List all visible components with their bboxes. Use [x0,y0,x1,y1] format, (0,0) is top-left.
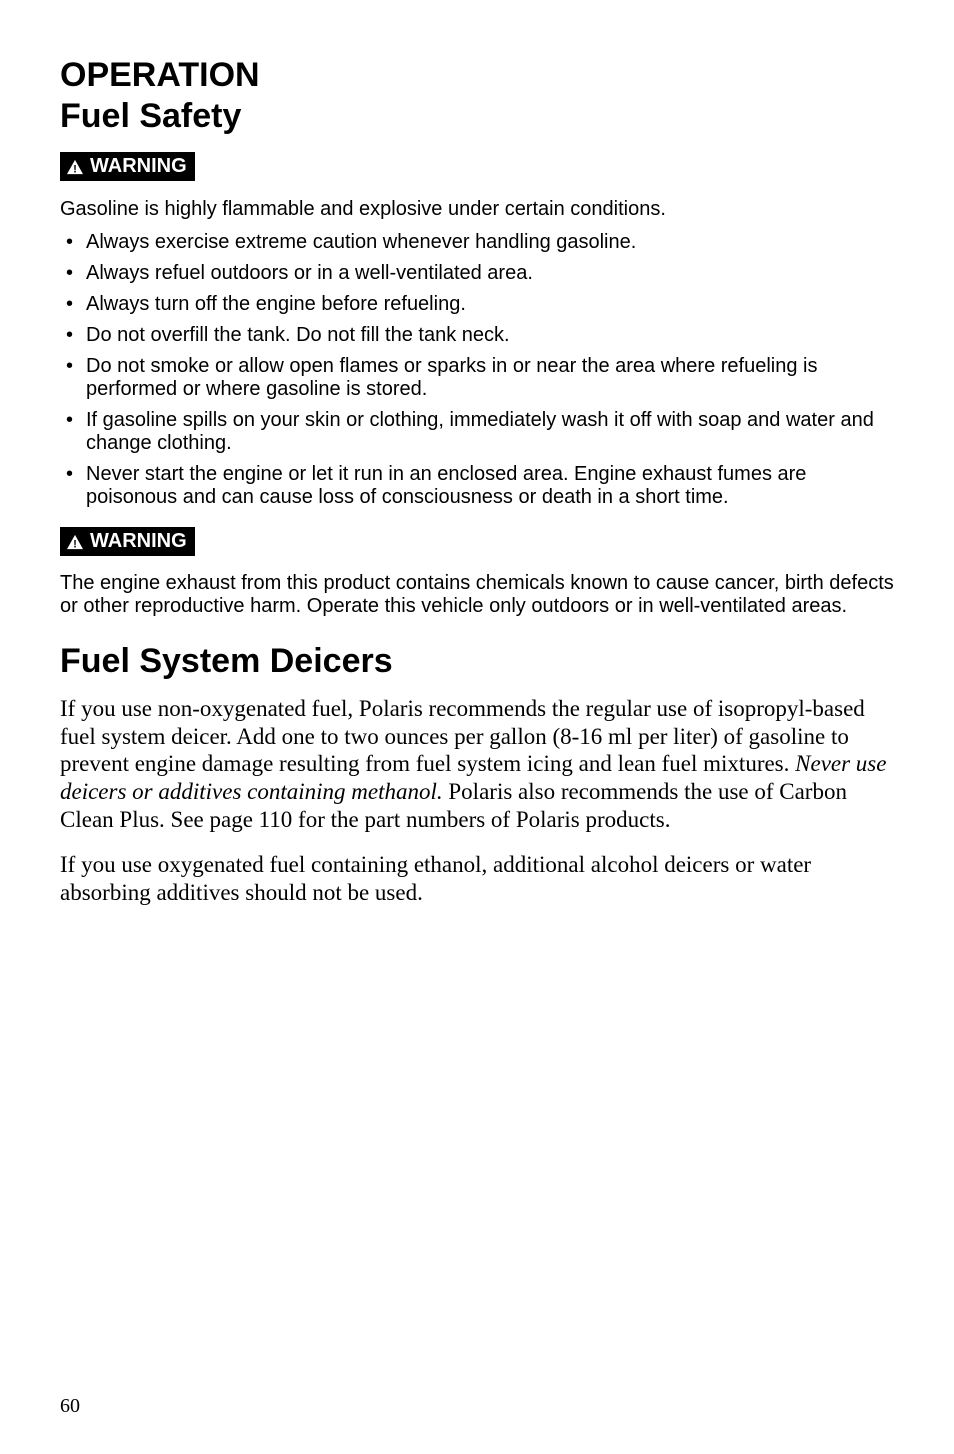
page-title: OPERATION [60,56,894,95]
text-span: If you use non-oxygenated fuel, Polaris … [60,696,865,776]
list-item: Do not smoke or allow open flames or spa… [60,355,894,401]
svg-text:!: ! [73,163,77,175]
warning-label: WARNING [90,155,187,178]
page-subtitle: Fuel Safety [60,97,894,136]
svg-text:!: ! [73,538,77,550]
list-item: Always refuel outdoors or in a well-vent… [60,262,894,285]
warning-label: WARNING [90,530,187,553]
warning1-intro: Gasoline is highly flammable and explosi… [60,197,894,221]
warning-icon: ! [66,159,84,175]
warning-icon: ! [66,534,84,550]
warning-badge-2: ! WARNING [60,527,195,556]
list-item: Do not overfill the tank. Do not fill th… [60,324,894,347]
warning-badge-1: ! WARNING [60,152,195,181]
list-item: Always turn off the engine before refuel… [60,293,894,316]
deicers-paragraph-2: If you use oxygenated fuel containing et… [60,851,894,906]
deicers-paragraph-1: If you use non-oxygenated fuel, Polaris … [60,695,894,833]
list-item: Never start the engine or let it run in … [60,463,894,509]
list-item: If gasoline spills on your skin or cloth… [60,409,894,455]
warning1-bullets: Always exercise extreme caution whenever… [60,231,894,509]
list-item: Always exercise extreme caution whenever… [60,231,894,254]
page-number: 60 [60,1395,80,1418]
warning2-text: The engine exhaust from this product con… [60,572,894,618]
page: OPERATION Fuel Safety ! WARNING Gasoline… [0,0,954,1454]
section-title-deicers: Fuel System Deicers [60,642,894,681]
